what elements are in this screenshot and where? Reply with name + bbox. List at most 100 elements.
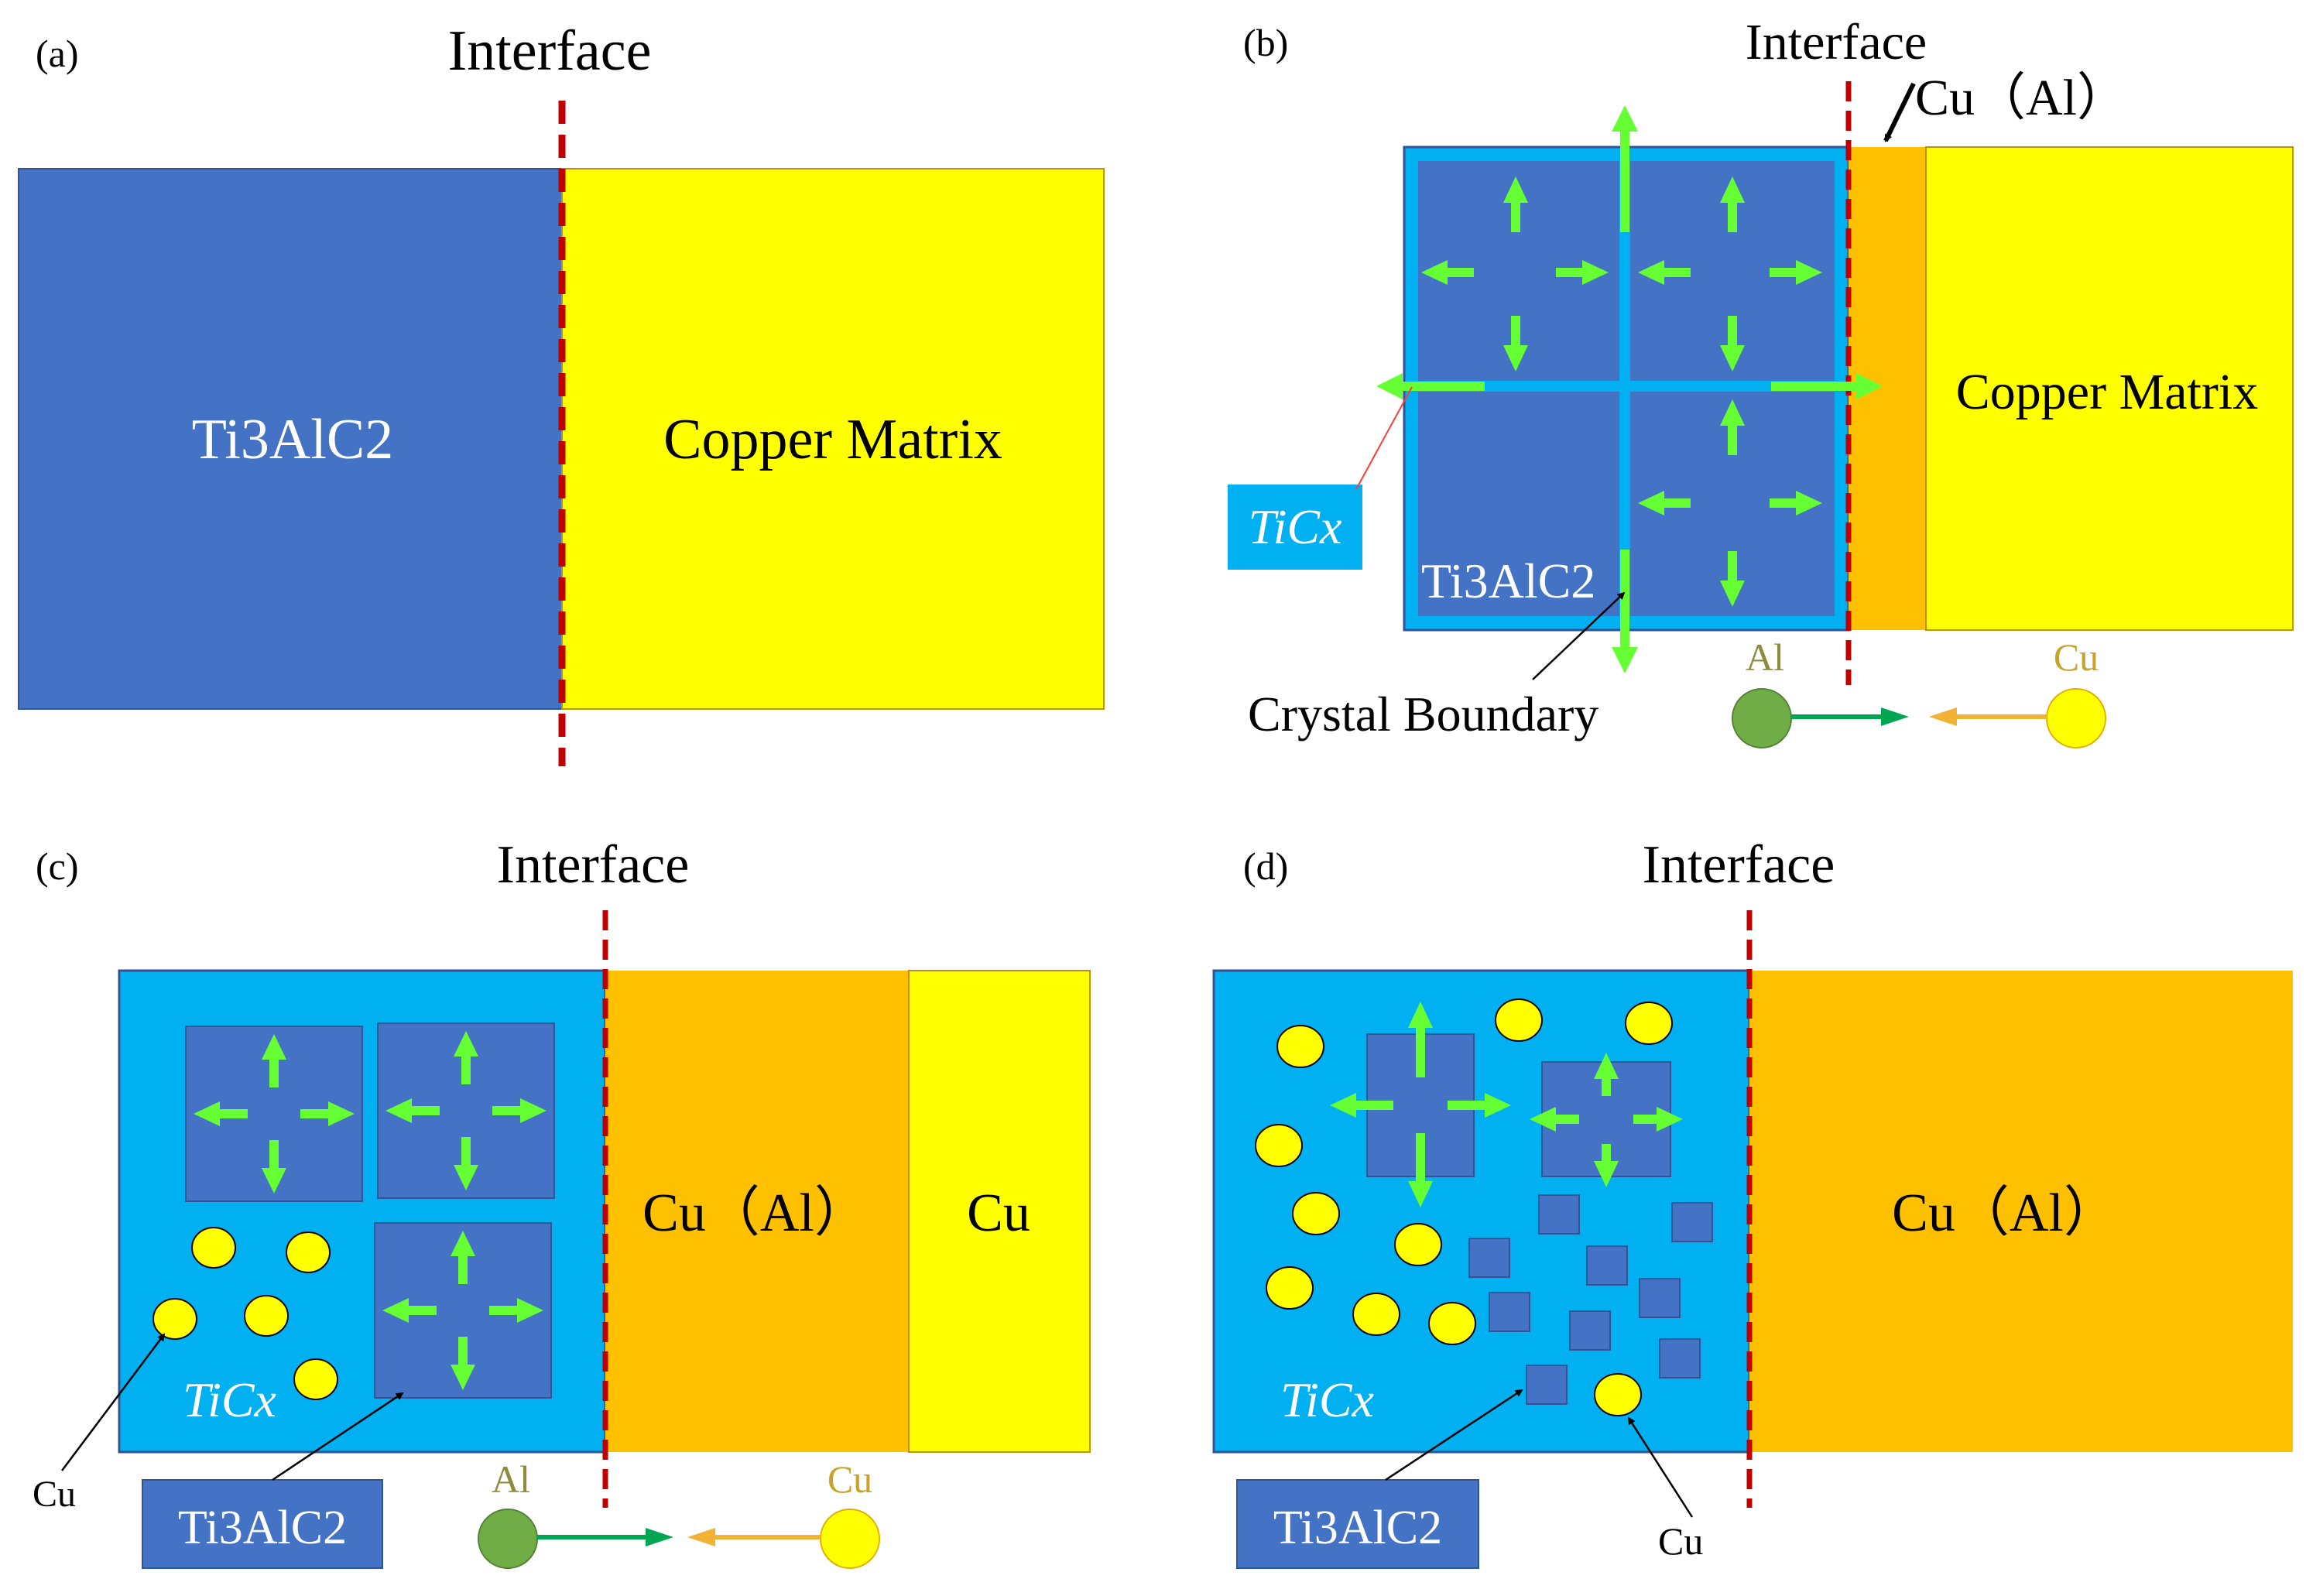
grain-arrow: [454, 1031, 478, 1084]
grain-arrow: [1556, 260, 1609, 285]
grain-arrow: [1408, 1002, 1433, 1077]
grain-arrow: [1421, 260, 1474, 285]
grain-arrow: [1503, 316, 1528, 372]
boundary-arrow-left: [1376, 373, 1485, 399]
panel-b-tag: (b): [1243, 21, 1288, 64]
cu-particle: [1292, 1192, 1340, 1235]
grain-arrow: [1408, 1133, 1433, 1207]
small-grain: [1569, 1310, 1611, 1351]
panel-c-cu-particles: [152, 1227, 338, 1400]
grain-arrow: [262, 1034, 286, 1087]
small-grain: [1468, 1238, 1510, 1278]
panel-d-interface-label: Interface: [1643, 835, 1835, 895]
cu-particle: [1594, 1373, 1642, 1416]
panel-b-al-label: Al: [1746, 635, 1784, 679]
panel-b-cu-label: Cu: [2054, 635, 2099, 679]
panel-c-ti3alc2-box: [142, 1479, 383, 1569]
panel-d-cu-pointer: [1627, 1416, 1694, 1518]
panel-d-ti3alc2-pointer: [1385, 1389, 1523, 1481]
grain-arrow: [1633, 1107, 1683, 1132]
cu-particle: [152, 1298, 197, 1340]
panel-c-tag: (c): [36, 844, 79, 888]
grain-arrow: [1720, 551, 1745, 607]
grain-arrow: [1330, 1093, 1393, 1118]
grain-arrow: [451, 1337, 475, 1390]
panel-b-boundary-arrows: [1376, 105, 1883, 673]
panel-b-interface-label: Interface: [1746, 14, 1927, 70]
small-grain: [1659, 1338, 1701, 1379]
panel-b-cual-label: Cu（Al）: [1915, 70, 2128, 126]
panel-c-grain-arrows: [194, 1031, 547, 1390]
panel-c-cual-region: [605, 971, 909, 1452]
cu-particle: [1352, 1293, 1400, 1336]
panel-c-al-label: Al: [492, 1457, 530, 1501]
panel-b-copper-label: Copper Matrix: [1956, 364, 2258, 420]
cu-particle: [1495, 998, 1543, 1042]
grain-arrow: [1594, 1144, 1619, 1187]
grain-arrow: [1638, 260, 1691, 285]
grain-arrow: [262, 1140, 286, 1194]
grain-arrow: [454, 1137, 478, 1190]
panel-c-al-atom: [478, 1509, 538, 1569]
panel-d-cual-region: [1749, 971, 2293, 1452]
panel-b-al-atom: [1732, 688, 1792, 748]
grain-arrow: [489, 1298, 543, 1323]
boundary-arrow-down: [1612, 550, 1638, 673]
cu-particle: [1276, 1025, 1324, 1068]
panel-b-grain-arrows: [1421, 176, 1822, 607]
panel-d-ticx-label: TiCx: [1280, 1372, 1374, 1427]
panel-a: (a) Interface Ti3AlC2 Copper Matrix: [18, 19, 1105, 766]
panel-d-cu-particles: [1255, 998, 1673, 1416]
panel-c-ti3alc2-pointer: [272, 1392, 404, 1481]
panel-d-ti3alc2-box-label: Ti3AlC2: [1273, 1502, 1442, 1554]
cu-particle: [1428, 1302, 1476, 1345]
boundary-arrow-right: [1771, 373, 1883, 399]
grain-arrow: [1770, 260, 1822, 285]
panel-b-crystal-boundary-horizontal: [1418, 381, 1835, 392]
panel-a-ti3alc2-block: [18, 168, 563, 710]
panel-d: (d) Interface Cu（Al）: [1212, 835, 2293, 1569]
grain-arrow: [194, 1101, 248, 1126]
panel-b-ticx-box: [1228, 485, 1362, 570]
cu-particle: [1255, 1124, 1303, 1167]
cu-particle: [1266, 1266, 1314, 1310]
small-grain: [1671, 1202, 1713, 1242]
panel-a-copper-block: [561, 168, 1105, 710]
panel-c: (c) Interface Cu（Al） Cu: [33, 835, 1091, 1569]
panel-b: (b) Interface Cu（Al） Copper Matrix: [1228, 14, 2294, 748]
panel-d-small-grains: [1468, 1194, 1713, 1405]
panel-d-tag: (d): [1243, 844, 1288, 888]
grain-arrow: [385, 1098, 440, 1123]
panel-b-cu-atom: [2046, 688, 2106, 748]
grain-arrow: [1720, 399, 1745, 455]
grain-arrow: [1720, 176, 1745, 232]
panel-d-cu-pointer-label: Cu: [1658, 1519, 1703, 1563]
panel-b-al-arrow-head: [1881, 707, 1909, 726]
panel-c-cu-pointer: [61, 1333, 166, 1471]
grain-arrow: [1530, 1107, 1579, 1132]
small-grain: [1586, 1245, 1628, 1286]
panel-b-ticx-label: TiCx: [1249, 499, 1342, 554]
cu-particle: [293, 1358, 338, 1400]
panel-c-cu-label: Cu: [827, 1457, 872, 1501]
cu-particle: [191, 1227, 236, 1269]
cu-particle: [1394, 1223, 1442, 1266]
panel-b-copper-matrix: [1925, 146, 2294, 631]
panel-c-al-arrow-head: [646, 1528, 673, 1546]
panel-b-crystal-boundary-label: Crystal Boundary: [1248, 687, 1598, 741]
small-grain: [1538, 1194, 1580, 1235]
panel-c-cu-pointer-label: Cu: [33, 1474, 76, 1515]
panel-a-interface-label: Interface: [448, 19, 652, 83]
panel-b-cual-pointer: [1883, 82, 1916, 142]
panel-c-interface-label: Interface: [497, 835, 690, 895]
small-grain: [1639, 1278, 1681, 1318]
panel-b-cu-arrow-head: [1929, 707, 1957, 726]
panel-a-tag: (a): [36, 32, 79, 75]
cu-particle: [1625, 1002, 1673, 1045]
grain-arrow: [1720, 316, 1745, 372]
panel-c-cu-atom: [820, 1509, 880, 1569]
panel-c-cual-label: Cu（Al）: [642, 1183, 869, 1243]
grain-arrow: [1638, 491, 1691, 515]
panel-b-ti3alc2-label: Ti3AlC2: [1421, 553, 1595, 608]
